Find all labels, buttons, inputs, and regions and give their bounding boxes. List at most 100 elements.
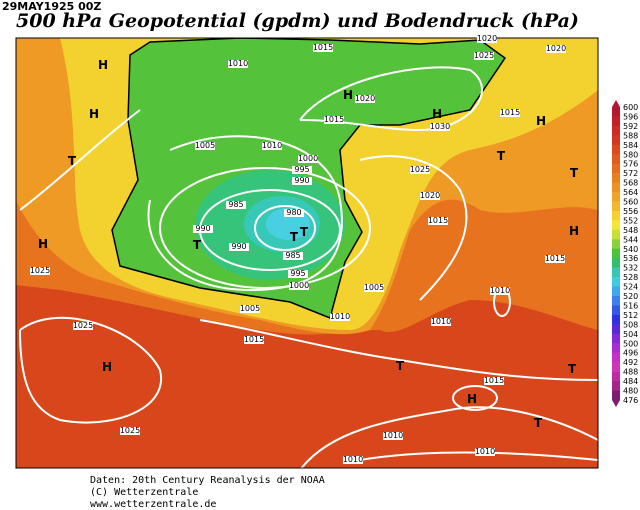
isobar-label: 990: [294, 176, 309, 185]
isobar-label: 1015: [428, 216, 448, 225]
isobar-label: 1010: [228, 59, 248, 68]
isobar-label: 1015: [545, 254, 565, 263]
colorbar-swatch: [612, 229, 620, 240]
isobar-label: 1020: [355, 94, 375, 103]
colorbar-label: 536: [623, 254, 638, 263]
colorbar-label: 568: [623, 179, 638, 188]
isobar-label: 990: [195, 224, 210, 233]
isobar-label-bg: [410, 166, 430, 174]
pressure-center: H: [38, 237, 48, 251]
isobar-label: 1010: [490, 286, 510, 295]
isobar-label-bg: [30, 267, 50, 275]
colorbar-swatch: [612, 107, 620, 117]
isobar-label: 1010: [431, 317, 451, 326]
isobar-label-bg: [430, 123, 450, 131]
pressure-center: T: [193, 238, 202, 252]
isobar-label: 985: [285, 251, 300, 260]
isobar-label-bg: [313, 44, 333, 52]
isobar-label-bg: [477, 35, 497, 43]
colorbar-end: [612, 100, 620, 107]
isobar-label: 995: [290, 269, 305, 278]
isobar-label: 1010: [475, 447, 495, 456]
colorbar-swatch: [612, 390, 620, 401]
colorbar-label: 580: [623, 150, 638, 159]
colorbar-label: 600: [623, 103, 638, 112]
isobar-label-bg: [490, 287, 510, 295]
colorbar-swatch: [612, 267, 620, 278]
isobar-label: 1015: [313, 43, 333, 52]
pressure-center: T: [497, 149, 506, 163]
isobar-label: 1000: [289, 281, 309, 290]
colorbar-swatch: [612, 173, 620, 183]
isobar-label-bg: [431, 318, 451, 326]
isobar-label: 995: [294, 165, 309, 174]
colorbar-label: 504: [623, 330, 638, 339]
isobar-label: 980: [286, 208, 301, 217]
colorbar-label: 560: [623, 198, 638, 207]
pressure-center: H: [102, 360, 112, 374]
isobar-label-bg: [545, 255, 565, 263]
isobar-label: 1010: [262, 141, 282, 150]
isobar-label-bg: [228, 60, 248, 68]
colorbar-swatch: [612, 144, 620, 155]
colorbar-swatch: [612, 116, 620, 127]
isobar-label-bg: [428, 217, 448, 225]
colorbar-swatch: [612, 210, 620, 221]
colorbar-swatch: [612, 154, 620, 164]
title: 500 hPa Geopotential (gpdm) und Bodendru…: [16, 10, 579, 32]
colorbar-swatch: [612, 135, 620, 146]
colorbar-label: 516: [623, 301, 638, 310]
colorbar-swatch: [612, 314, 620, 325]
pressure-center: H: [98, 58, 108, 72]
pressure-center: T: [68, 154, 77, 168]
colorbar-swatch: [612, 201, 620, 212]
isobar-label-bg: [226, 201, 246, 209]
isobar-label: 1025: [120, 426, 140, 435]
colorbar-swatch: [612, 305, 620, 316]
isobar-label-bg: [546, 45, 566, 53]
isobar-label: 1010: [383, 431, 403, 440]
isobar-label: 1015: [244, 335, 264, 344]
isobar-label-bg: [229, 243, 249, 251]
colorbar-swatch: [612, 163, 620, 174]
colorbar-label: 496: [623, 349, 638, 358]
pressure-center: T: [570, 166, 579, 180]
isobar-label-bg: [343, 456, 363, 464]
colorbar-swatch: [612, 324, 620, 335]
isobar-label-bg: [500, 109, 520, 117]
colorbar-label: 596: [623, 112, 638, 121]
colorbar-swatch: [612, 381, 620, 391]
pressure-center: H: [343, 88, 353, 102]
pressure-center: H: [536, 114, 546, 128]
isobar-label-bg: [298, 155, 318, 163]
colorbar-label: 556: [623, 207, 638, 216]
isobar-label-bg: [240, 305, 260, 313]
colorbar-swatch: [612, 220, 620, 231]
colorbar-label: 564: [623, 188, 638, 197]
colorbar-label: 528: [623, 273, 638, 282]
colorbar-swatch: [612, 286, 620, 297]
map-field: [16, 38, 598, 468]
map-frame: [15, 37, 599, 469]
colorbar-label: 584: [623, 141, 638, 150]
colorbar-label: 500: [623, 339, 638, 348]
isobar-label: 990: [231, 242, 246, 251]
isobar-label-bg: [355, 95, 375, 103]
isobar-label: 1025: [474, 51, 494, 60]
footer-line: (C) Wetterzentrale: [90, 487, 198, 498]
colorbar-swatch: [612, 333, 620, 344]
pressure-center: T: [568, 362, 577, 376]
pressure-center: T: [300, 225, 309, 239]
colorbar-label: 476: [623, 396, 638, 405]
isobar-label: 1010: [330, 312, 350, 321]
isobar-label: 1025: [73, 321, 93, 330]
isobar-label-bg: [289, 282, 309, 290]
colorbar-label: 540: [623, 245, 638, 254]
colorbar-swatch: [612, 239, 620, 250]
isobar-label-bg: [193, 225, 213, 233]
colorbar-swatch: [612, 182, 620, 193]
isobar-label-bg: [484, 377, 504, 385]
isobar-label: 1010: [343, 455, 363, 464]
